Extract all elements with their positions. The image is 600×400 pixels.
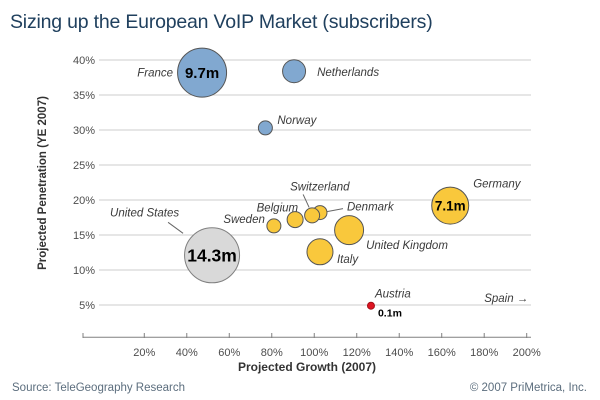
x-tick-label-20: 20% xyxy=(133,347,155,359)
bubble-united-kingdom xyxy=(334,215,365,246)
x-tick-label-40: 40% xyxy=(176,347,198,359)
bubble-italy xyxy=(306,238,334,266)
y-axis-title: Projected Penetration (YE 2007) xyxy=(37,96,49,270)
copyright-notice: © 2007 PriMetrica, Inc. xyxy=(469,382,587,394)
pointer-line-united-states xyxy=(167,221,184,234)
bubble-netherlands xyxy=(282,59,307,84)
bubble-label-norway: Norway xyxy=(277,115,317,127)
bubble-value-germany: 7.1m xyxy=(435,198,466,213)
x-axis-title: Projected Growth (2007) xyxy=(238,360,376,374)
y-tick-label-20: 20% xyxy=(73,195,95,207)
y-tick-label-25: 25% xyxy=(73,160,95,172)
bubble-france xyxy=(177,47,228,98)
x-tick-label-180: 180% xyxy=(470,347,498,359)
bubble-label-belgium: Belgium xyxy=(257,203,299,215)
bubble-label-sweden: Sweden xyxy=(223,214,265,226)
bubble-belgium xyxy=(286,211,304,229)
y-tick-label-40: 40% xyxy=(73,55,95,67)
bubble-label-italy: Italy xyxy=(337,254,359,266)
y-tick-label-5: 5% xyxy=(79,300,95,312)
bubble-germany xyxy=(431,186,470,225)
bubble-value-united-states: 14.3m xyxy=(187,245,237,265)
bubble-label-switzerland: Switzerland xyxy=(290,181,350,193)
bubble-norway xyxy=(257,120,273,136)
bubble-value-austria: 0.1m xyxy=(378,308,402,320)
x-tick-label-120: 120% xyxy=(343,347,371,359)
x-tick-label-60: 60% xyxy=(218,347,240,359)
x-tick-label-200: 200% xyxy=(513,347,541,359)
bubble-label-germany: Germany xyxy=(473,179,522,191)
annotation-spain: Spain → xyxy=(484,293,528,305)
bubble-value-france: 9.7m xyxy=(185,65,219,82)
x-tick-label-140: 140% xyxy=(385,347,413,359)
bubble-sweden xyxy=(266,218,282,234)
pointer-line-denmark xyxy=(326,208,344,213)
bubble-label-austria: Austria xyxy=(374,289,411,301)
bubble-label-united-states: United States xyxy=(110,207,179,219)
y-tick-label-10: 10% xyxy=(73,265,95,277)
pointer-line-switzerland xyxy=(302,194,310,208)
y-tick-label-30: 30% xyxy=(73,125,95,137)
bubble-label-denmark: Denmark xyxy=(347,202,395,214)
x-tick-label-100: 100% xyxy=(300,347,328,359)
bubble-label-united-kingdom: United Kingdom xyxy=(366,240,448,252)
bubble-label-france: France xyxy=(137,68,173,80)
bubble-label-netherlands: Netherlands xyxy=(317,67,379,79)
bubble-austria xyxy=(366,301,375,310)
chart-title: Sizing up the European VoIP Market (subs… xyxy=(10,11,433,33)
bubble-united-states xyxy=(184,227,241,284)
y-tick-label-15: 15% xyxy=(73,230,95,242)
y-tick-label-35: 35% xyxy=(73,90,95,102)
x-tick-label-80: 80% xyxy=(261,347,283,359)
bubble-switzerland xyxy=(304,207,321,224)
x-tick-label-160: 160% xyxy=(428,347,456,359)
source-credit: Source: TeleGeography Research xyxy=(12,382,186,394)
